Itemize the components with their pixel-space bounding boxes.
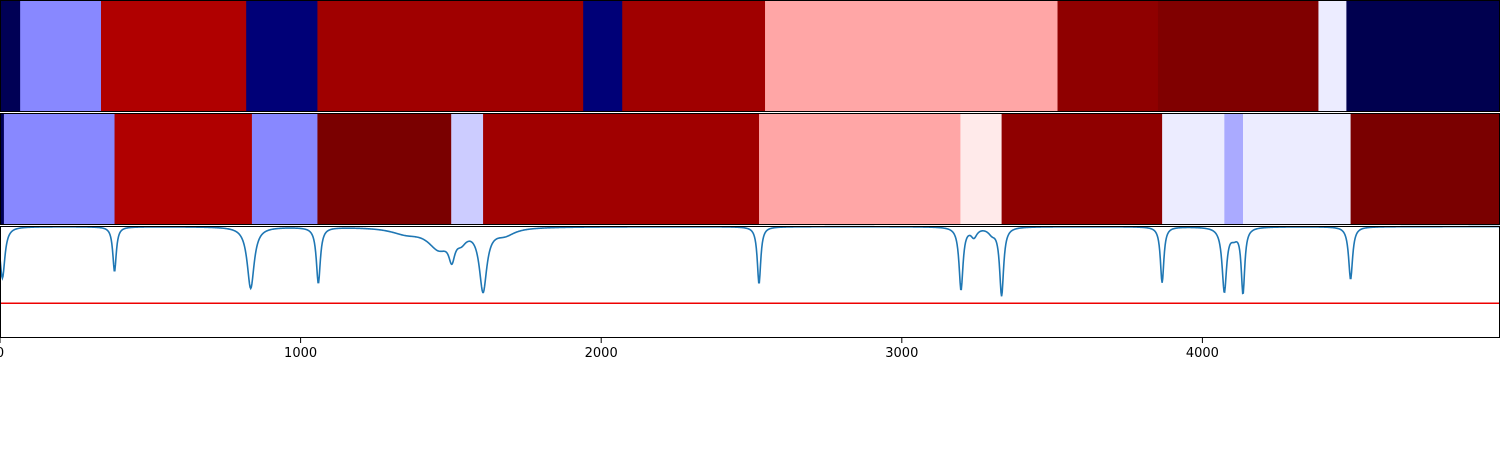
heatmap-segment-1-4 [317, 113, 452, 225]
heatmap-segment-1-12 [1242, 113, 1352, 225]
heatmap-segment-1-10 [1162, 113, 1225, 225]
x-tick-label-0: 0 [0, 346, 4, 361]
heatmap-segment-0-11 [1346, 0, 1500, 112]
heatmap-strip-middle [0, 113, 1500, 225]
heatmap-segment-0-2 [101, 0, 247, 112]
heatmap-segment-0-1 [20, 0, 102, 112]
heatmap-segment-1-11 [1224, 113, 1244, 225]
x-axis: 0 1000 2000 3000 4000 [0, 338, 1219, 361]
signal-line [0, 225, 1500, 297]
heatmap-segment-0-9 [1157, 0, 1320, 112]
heatmap-segment-1-8 [960, 113, 1003, 225]
heatmap-strip-top [0, 0, 1500, 112]
heatmap-segment-1-2 [114, 113, 253, 225]
x-tick-label-1: 1000 [284, 346, 317, 361]
heatmap-segment-0-0 [0, 0, 21, 112]
panel-frame-2 [0, 226, 1500, 338]
x-tick-label-3: 3000 [885, 346, 918, 361]
heatmap-segment-0-8 [1057, 0, 1159, 112]
heatmap-segment-0-7 [765, 0, 1059, 112]
heatmap-segment-1-5 [451, 113, 484, 225]
x-tick-label-2: 2000 [585, 346, 618, 361]
heatmap-segment-0-5 [583, 0, 623, 112]
heatmap-segment-0-10 [1318, 0, 1347, 112]
heatmap-segment-0-3 [246, 0, 319, 112]
heatmap-segment-1-1 [3, 113, 116, 225]
heatmap-segment-1-13 [1350, 113, 1500, 225]
heatmap-segment-0-4 [317, 0, 584, 112]
heatmap-segment-1-9 [1001, 113, 1163, 225]
heatmap-segment-1-0 [0, 113, 5, 225]
heatmap-segment-1-7 [759, 113, 962, 225]
x-tick-label-4: 4000 [1186, 346, 1219, 361]
line-plot-panel [0, 225, 1500, 338]
heatmap-segment-1-3 [251, 113, 319, 225]
heatmap-segment-0-6 [622, 0, 766, 112]
heatmap-segment-1-6 [483, 113, 760, 225]
